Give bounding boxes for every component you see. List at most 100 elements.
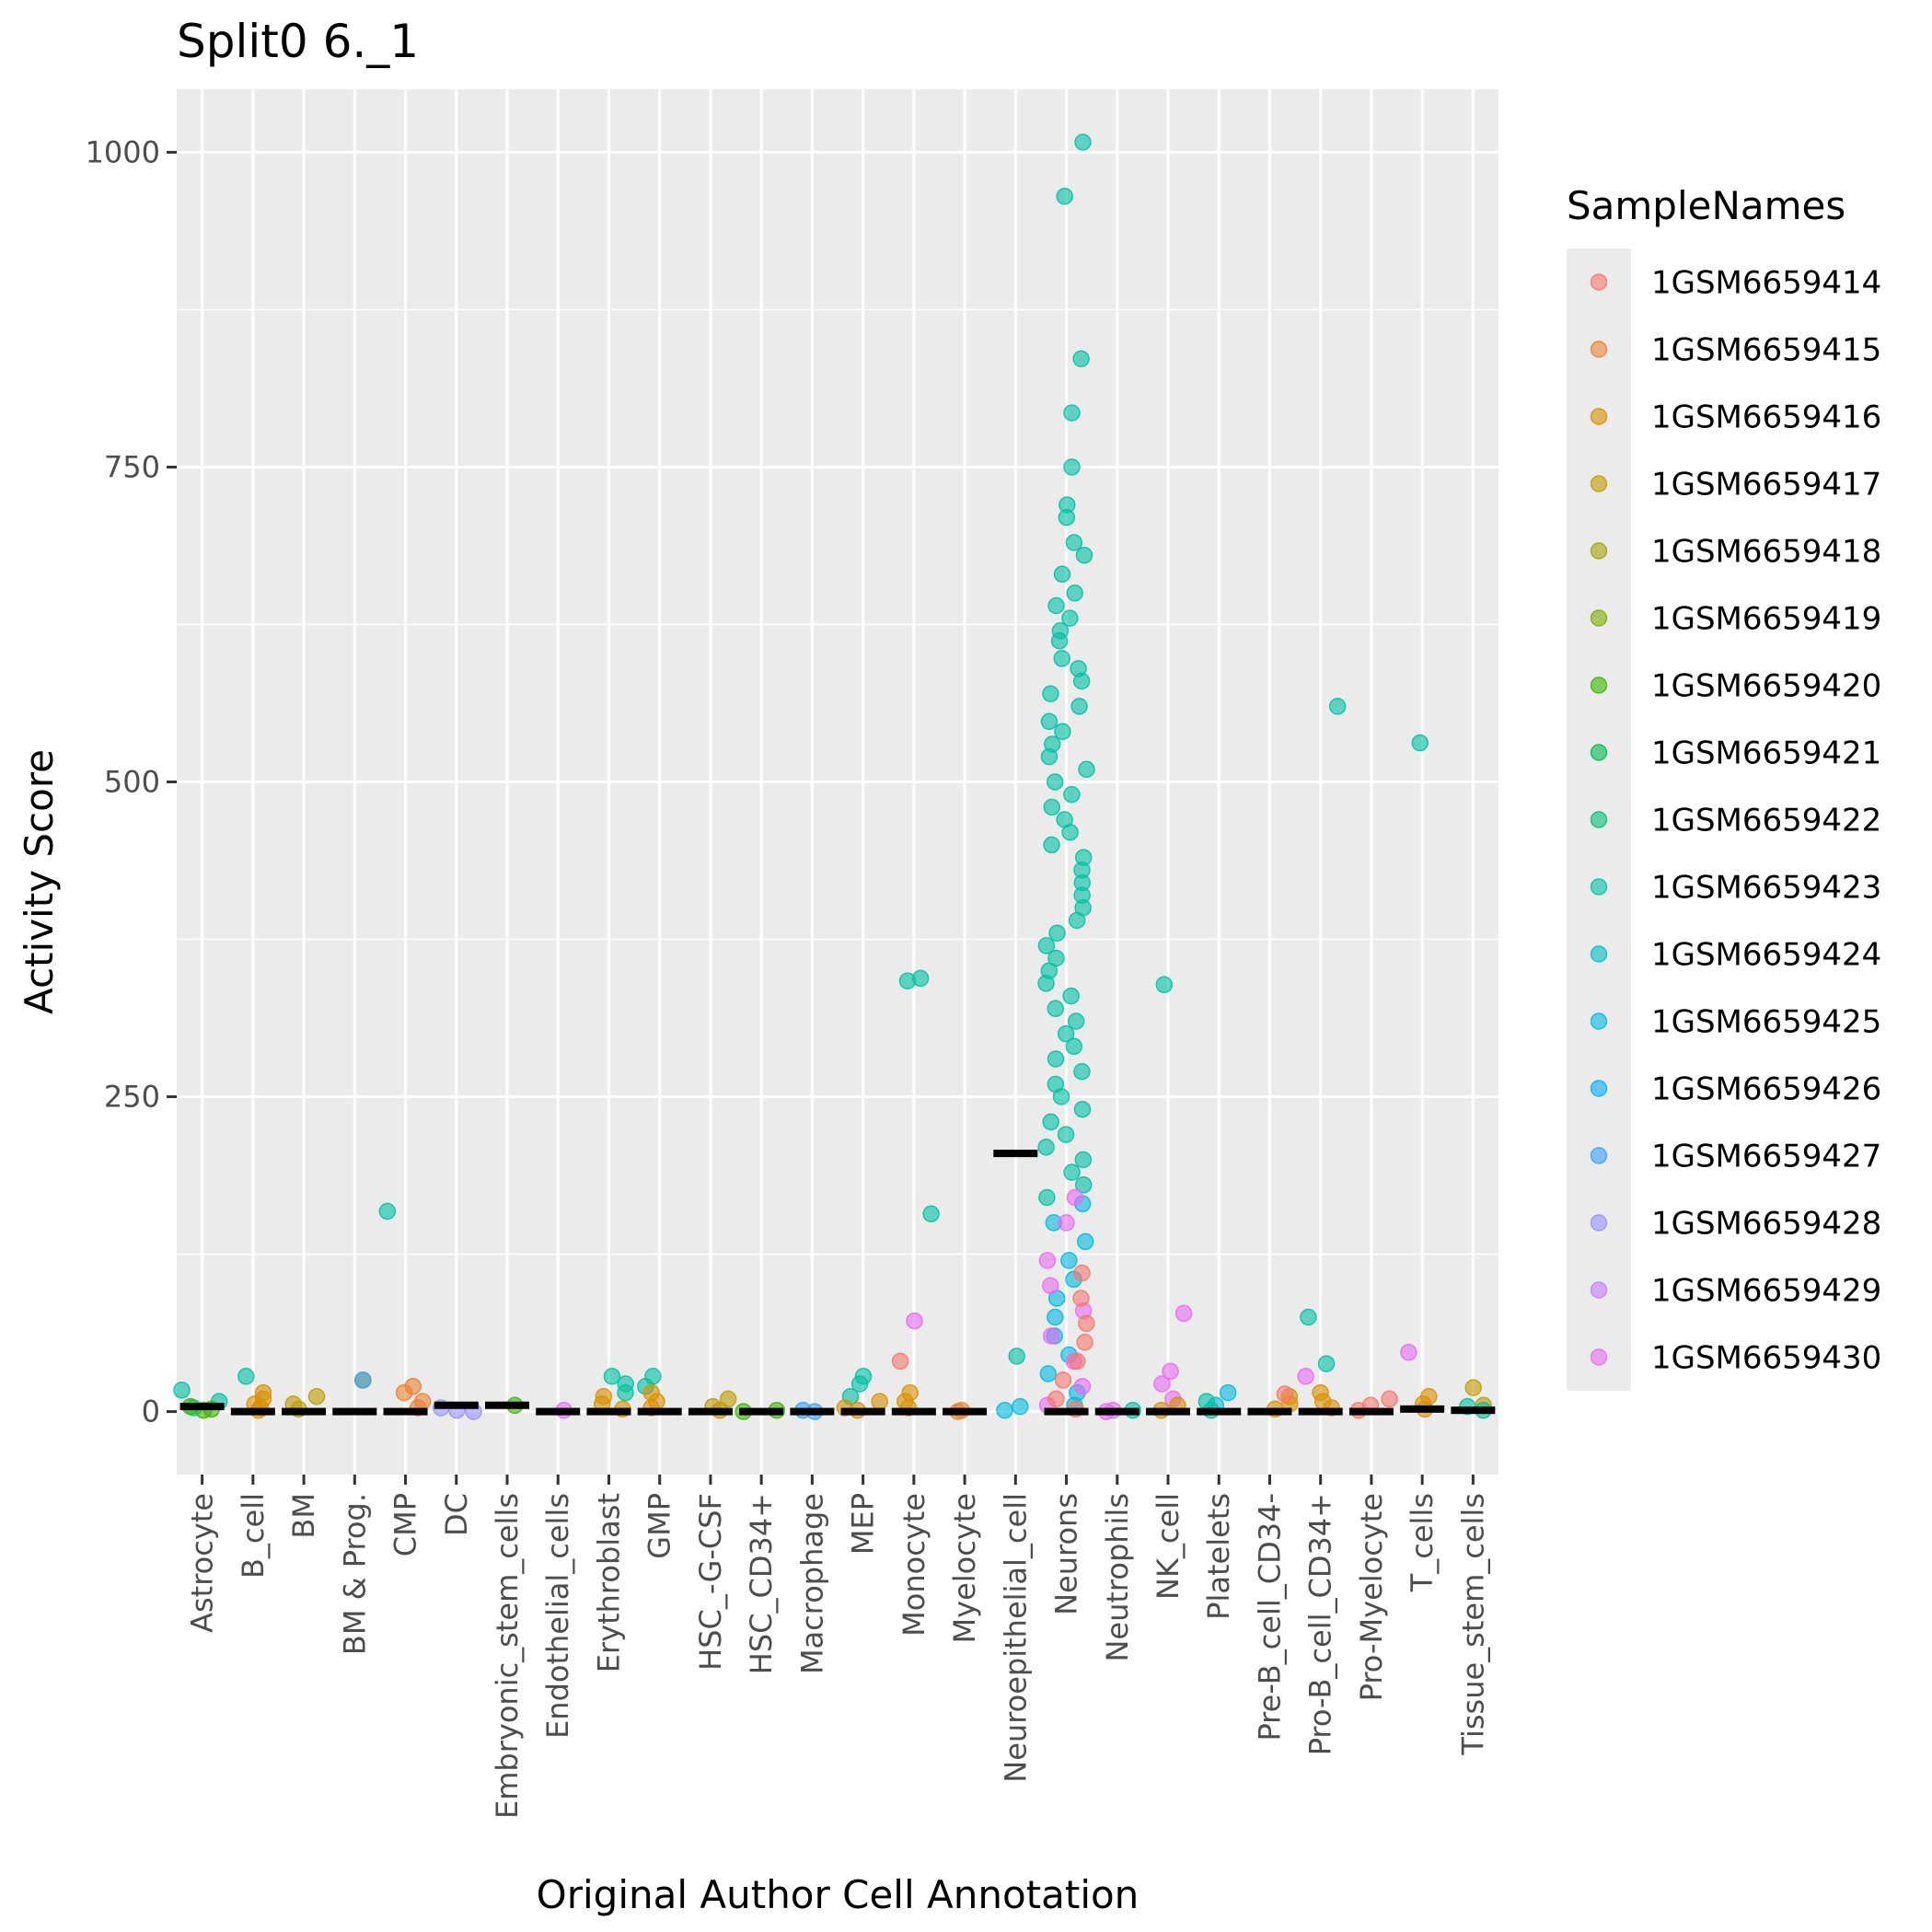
data-point — [1076, 1232, 1094, 1251]
data-point — [1400, 1344, 1417, 1361]
legend-label: 1GSM6659418 — [1651, 534, 1881, 571]
data-point — [1050, 632, 1069, 650]
data-point — [1040, 712, 1059, 731]
data-point — [1042, 1113, 1059, 1131]
data-point — [1047, 1000, 1064, 1018]
x-tick-label: HSC_CD34+ — [744, 1493, 779, 1674]
legend-key — [1590, 542, 1608, 560]
data-point — [1276, 1385, 1294, 1403]
x-tick-label: MEP — [846, 1493, 881, 1555]
legend-label: 1GSM6659429 — [1651, 1273, 1881, 1310]
median-marker — [179, 1403, 225, 1411]
data-point — [1074, 133, 1092, 151]
data-point — [911, 969, 930, 988]
median-marker — [688, 1407, 733, 1416]
x-tick-label: Astrocyte — [185, 1493, 220, 1633]
y-tick-label: 250 — [104, 1080, 160, 1115]
data-point — [1072, 1290, 1090, 1307]
data-point — [1042, 1327, 1060, 1345]
legend-label: 1GSM6659417 — [1651, 467, 1881, 503]
legend: SampleNames 1GSM6659414 1GSM6659415 1GSM66… — [1567, 183, 1881, 1391]
x-tick-label: Pro-B_cell_CD34+ — [1303, 1493, 1338, 1755]
legend-key — [1590, 1147, 1608, 1164]
chart-title: Split0 6._1 — [177, 15, 419, 68]
data-point — [1039, 1365, 1058, 1382]
x-tick-label: Platelets — [1201, 1493, 1236, 1620]
median-marker — [332, 1407, 377, 1416]
legend-key — [1590, 1281, 1608, 1299]
data-point — [1042, 685, 1059, 702]
data-point — [1012, 1397, 1029, 1416]
x-axis-title: Original Author Cell Annotation — [537, 1872, 1140, 1917]
data-point — [353, 1371, 372, 1389]
data-point — [1038, 1252, 1057, 1269]
median-marker — [434, 1401, 479, 1409]
median-marker — [1298, 1407, 1343, 1416]
median-marker — [536, 1407, 581, 1416]
legend-key — [1590, 945, 1608, 963]
legend-label: 1GSM6659421 — [1651, 735, 1881, 772]
legend-label: 1GSM6659420 — [1651, 668, 1881, 705]
data-point — [1038, 1188, 1056, 1207]
median-marker — [1094, 1407, 1140, 1416]
data-point — [1065, 1037, 1083, 1056]
data-point — [1162, 1362, 1179, 1381]
data-point — [1008, 1348, 1025, 1365]
data-point — [1040, 747, 1059, 766]
grid-lines — [177, 89, 1498, 1475]
x-tick-label: HSC_-G-CSF — [693, 1493, 728, 1671]
x-tick-label: Tissue_stem_cells — [1455, 1493, 1490, 1756]
data-point — [1066, 584, 1083, 602]
y-tick-label: 750 — [104, 449, 160, 484]
data-point — [1072, 350, 1090, 368]
data-point — [1411, 734, 1429, 752]
data-point — [1037, 937, 1056, 954]
legend-label: 1GSM6659415 — [1651, 332, 1881, 369]
x-axis: Astrocyte B_cell BM BM & Prog. CMP DC Embryoni… — [185, 1475, 1490, 1819]
legend-label: 1GSM6659416 — [1651, 399, 1881, 436]
data-point — [1062, 987, 1080, 1005]
median-marker — [230, 1407, 275, 1416]
median-marker — [993, 1150, 1038, 1158]
data-point — [1065, 534, 1083, 551]
legend-label: 1GSM6659428 — [1651, 1206, 1881, 1243]
data-points — [173, 133, 1492, 1420]
x-tick-label: Monocyte — [897, 1493, 931, 1637]
x-tick-label: Pre-B_cell_CD34- — [1253, 1493, 1288, 1741]
data-point — [1153, 1375, 1171, 1393]
y-axis: 0 250 500 750 1000 — [86, 134, 177, 1429]
median-marker — [943, 1407, 988, 1416]
legend-key — [1590, 341, 1608, 358]
legend-key — [1590, 408, 1608, 425]
data-point — [1047, 1390, 1065, 1408]
data-point — [996, 1401, 1013, 1419]
data-point — [1063, 404, 1081, 422]
median-marker — [383, 1407, 428, 1416]
data-point — [378, 1202, 397, 1221]
median-marker — [1400, 1405, 1445, 1413]
data-point — [1300, 1308, 1317, 1326]
legend-label: 1GSM6659414 — [1651, 265, 1881, 302]
legend-label: 1GSM6659422 — [1651, 803, 1881, 839]
data-point — [1073, 1377, 1092, 1395]
x-tick-label: NK_cell — [1151, 1493, 1186, 1600]
data-point — [1073, 1264, 1091, 1282]
legend-title: SampleNames — [1567, 183, 1845, 228]
median-marker — [637, 1407, 682, 1416]
x-tick-label: Endothelial_cells — [540, 1493, 575, 1739]
legend-key — [1590, 273, 1608, 291]
median-marker — [485, 1401, 529, 1409]
legend-key — [1590, 744, 1608, 761]
median-marker — [891, 1407, 936, 1416]
data-point — [1219, 1383, 1237, 1402]
data-point — [1052, 1088, 1070, 1105]
median-marker — [1348, 1407, 1394, 1416]
data-point — [1317, 1355, 1336, 1372]
data-point — [173, 1382, 191, 1399]
data-point — [617, 1383, 634, 1402]
data-point — [1046, 773, 1064, 791]
data-point — [1068, 911, 1086, 930]
x-tick-label: DC — [439, 1493, 474, 1536]
median-marker — [790, 1407, 835, 1416]
y-tick-label: 500 — [104, 765, 160, 800]
